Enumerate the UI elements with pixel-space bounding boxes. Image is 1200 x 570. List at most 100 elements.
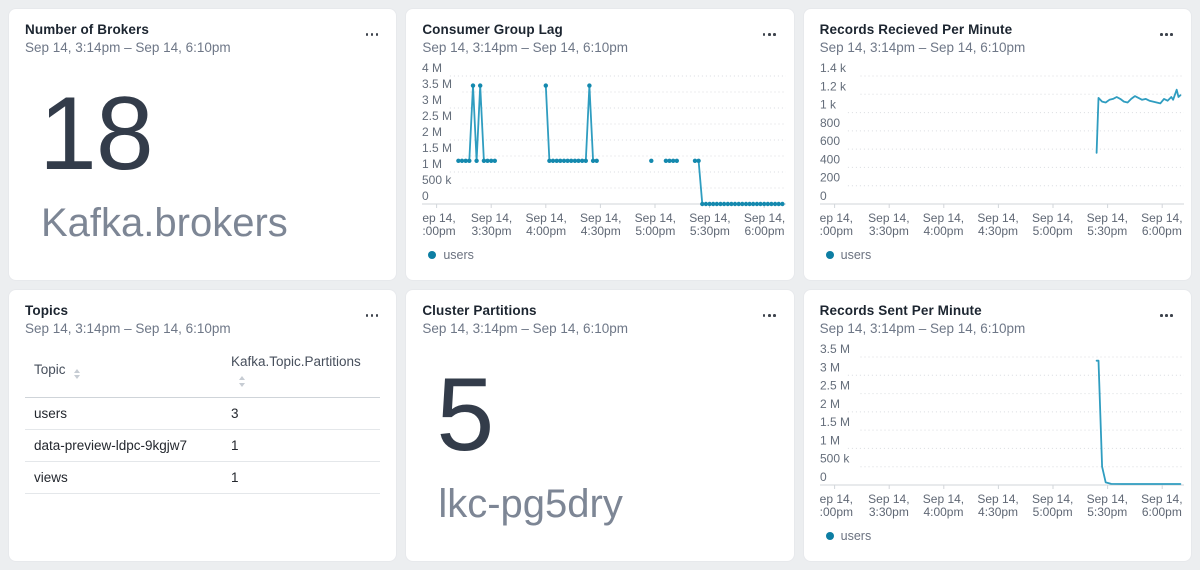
panel-topics: Topics Sep 14, 3:14pm – Sep 14, 6:10pm T…: [8, 289, 398, 562]
chart-legend: users: [825, 529, 1175, 543]
panel-menu-button[interactable]: [363, 311, 382, 320]
x-tick-label: Sep 14, 6:00pm: [743, 212, 786, 238]
svg-text:2 M: 2 M: [820, 397, 840, 411]
chart-legend: users: [428, 248, 777, 262]
panel-time-range: Sep 14, 3:14pm – Sep 14, 6:10pm: [25, 40, 231, 55]
stat-label: lkc-pg5dry: [438, 482, 623, 526]
panel-time-range: Sep 14, 3:14pm – Sep 14, 6:10pm: [819, 40, 1026, 55]
svg-text:0: 0: [820, 470, 827, 484]
table-row: data-preview-ldpc-9kgjw7 1: [25, 429, 381, 462]
panel-menu-button[interactable]: [1157, 30, 1176, 39]
legend-item[interactable]: users: [825, 248, 872, 262]
svg-text:0: 0: [422, 189, 429, 203]
sort-icon: [73, 368, 80, 379]
panel-title: Topics: [25, 303, 69, 318]
sort-icon: [239, 376, 245, 387]
svg-text:1 M: 1 M: [422, 157, 442, 171]
stat-label: Kafka.brokers: [41, 201, 288, 245]
x-tick-label: Sep 14, 4:00pm: [922, 212, 965, 238]
panel-time-range: Sep 14, 3:14pm – Sep 14, 6:10pm: [819, 321, 1026, 336]
legend-label: users: [443, 248, 474, 262]
panel-records-sent-per-minute: Records Sent Per Minute Sep 14, 3:14pm –…: [802, 289, 1192, 562]
svg-text:500 k: 500 k: [820, 452, 850, 466]
x-tick-label: Sep 14, 3:30pm: [868, 493, 910, 519]
chart-svg: 3.5 M 3 M 2.5 M 2 M 1.5 M 1 M 500 k 0: [819, 342, 1184, 489]
chart-legend: users: [825, 248, 1175, 262]
svg-text:500 k: 500 k: [422, 173, 452, 187]
x-tick-label: Sep 14, 4:00pm: [922, 493, 965, 519]
cell-partitions: 3: [222, 397, 381, 430]
svg-text:3 M: 3 M: [422, 93, 442, 107]
panel-cluster-partitions: Cluster Partitions Sep 14, 3:14pm – Sep …: [405, 289, 795, 562]
x-tick-label: Sep 14, 5:00pm: [1031, 493, 1074, 519]
legend-item[interactable]: users: [825, 529, 872, 543]
svg-text:800: 800: [820, 116, 840, 130]
x-tick-label: Sep 14, 5:30pm: [1086, 493, 1128, 519]
x-axis-labels: ep 14,:00pm Sep 14, 3:30pm Sep 14, 4:00pm Sep…: [820, 212, 1184, 239]
ellipsis-icon: [1160, 33, 1163, 36]
svg-text:2.5 M: 2.5 M: [820, 379, 850, 393]
x-tick-label: Sep 14, 5:00pm: [634, 212, 677, 238]
svg-text:3.5 M: 3.5 M: [820, 342, 850, 356]
x-tick-label: Sep 14, 5:30pm: [689, 212, 731, 238]
svg-text:0: 0: [820, 189, 827, 203]
panel-menu-button[interactable]: [760, 311, 779, 320]
x-tick-label: Sep 14, 3:30pm: [470, 212, 513, 238]
svg-text:3.5 M: 3.5 M: [422, 77, 452, 91]
svg-text:2 M: 2 M: [422, 125, 442, 139]
panel-time-range: Sep 14, 3:14pm – Sep 14, 6:10pm: [25, 321, 231, 336]
panel-consumer-group-lag: Consumer Group Lag Sep 14, 3:14pm – Sep …: [405, 8, 795, 281]
svg-text:1.5 M: 1.5 M: [820, 415, 850, 429]
ellipsis-icon: [365, 314, 369, 317]
legend-label: users: [840, 529, 872, 543]
legend-item[interactable]: users: [428, 248, 474, 262]
panel-title: Number of Brokers: [25, 22, 149, 37]
x-tick-label: Sep 14, 4:00pm: [525, 212, 567, 238]
legend-dot-icon: [428, 251, 437, 259]
panel-time-range: Sep 14, 3:14pm – Sep 14, 6:10pm: [422, 321, 628, 336]
panel-menu-button[interactable]: [760, 30, 779, 39]
panel-number-of-brokers: Number of Brokers Sep 14, 3:14pm – Sep 1…: [8, 8, 398, 281]
x-tick-label: Sep 14, 4:30pm: [977, 493, 1019, 519]
stat-value: 5: [436, 357, 494, 473]
cell-topic: views: [25, 461, 222, 494]
cell-topic: data-preview-ldpc-9kgjw7: [25, 429, 222, 462]
panel-title: Records Recieved Per Minute: [819, 22, 1013, 37]
chart-area: 3.5 M 3 M 2.5 M 2 M 1.5 M 1 M 500 k 0 ep 14,:00p…: [819, 342, 1184, 543]
svg-text:1.2 k: 1.2 k: [820, 79, 847, 93]
ellipsis-icon: [762, 33, 766, 36]
x-tick-label: Sep 14, 6:00pm: [1141, 493, 1183, 519]
legend-dot-icon: [825, 251, 834, 259]
x-tick-label: ep 14,:00pm: [422, 212, 456, 238]
table-row: views 1: [25, 461, 381, 494]
panel-menu-button[interactable]: [363, 30, 382, 39]
panel-title: Consumer Group Lag: [422, 22, 563, 37]
legend-label: users: [840, 248, 872, 262]
x-tick-label: Sep 14, 4:30pm: [580, 212, 622, 238]
chart-area: 4 M 3.5 M 3 M 2.5 M 2 M 1.5 M 1 M 500 k 0 ep 14,:…: [422, 61, 787, 262]
chart-area: 1.4 k 1.2 k 1 k 800 600 400 200 0 ep 14,:00pm Sep…: [819, 61, 1184, 262]
stat-value: 18: [39, 76, 154, 192]
svg-text:400: 400: [820, 152, 840, 166]
svg-text:3 M: 3 M: [820, 360, 840, 374]
x-axis-labels: ep 14,:00pm Sep 14, 3:30pm Sep 14, 4:00pm Sep…: [820, 493, 1184, 520]
x-tick-label: Sep 14, 5:00pm: [1031, 212, 1074, 238]
ellipsis-icon: [762, 314, 766, 317]
x-tick-label: ep 14,:00pm: [819, 212, 854, 238]
legend-dot-icon: [825, 532, 834, 540]
column-header-topic[interactable]: Topic: [25, 348, 222, 398]
x-tick-label: Sep 14, 4:30pm: [977, 212, 1019, 238]
cell-partitions: 1: [222, 429, 381, 462]
column-header-partitions[interactable]: Kafka.Topic.Partitions: [222, 348, 381, 398]
panel-time-range: Sep 14, 3:14pm – Sep 14, 6:10pm: [422, 40, 628, 55]
table-header-row: Topic Kafka.Topic.Partitions: [25, 348, 381, 398]
svg-text:1 k: 1 k: [820, 98, 837, 112]
cell-partitions: 1: [222, 461, 381, 494]
panel-records-received-per-minute: Records Recieved Per Minute Sep 14, 3:14…: [802, 8, 1192, 281]
svg-text:4 M: 4 M: [422, 61, 442, 75]
panel-menu-button[interactable]: [1157, 311, 1176, 320]
x-tick-label: ep 14,:00pm: [819, 493, 854, 519]
chart-svg: 1.4 k 1.2 k 1 k 800 600 400 200 0: [819, 61, 1184, 208]
x-tick-label: Sep 14, 6:00pm: [1141, 212, 1183, 238]
